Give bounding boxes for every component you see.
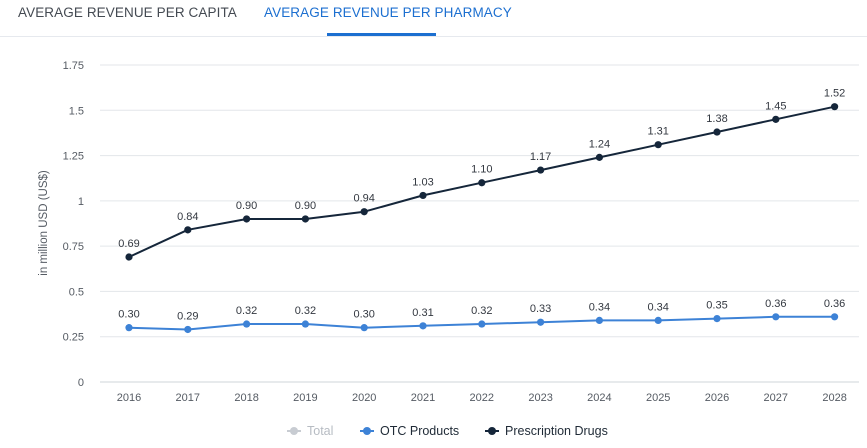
- y-tick-label: 1.5: [69, 105, 84, 117]
- data-label-prescription-drugs: 0.94: [353, 193, 374, 205]
- x-tick-label: 2019: [293, 392, 317, 404]
- x-tick-label: 2020: [352, 392, 376, 404]
- data-label-prescription-drugs: 0.84: [177, 211, 198, 223]
- data-label-prescription-drugs: 1.24: [589, 138, 610, 150]
- data-point-prescription-drugs: [360, 208, 368, 216]
- x-tick-label: 2018: [234, 392, 258, 404]
- y-tick-label: 0: [78, 377, 84, 389]
- data-label-otc-products: 0.35: [706, 300, 727, 312]
- data-label-otc-products: 0.29: [177, 310, 198, 322]
- y-tick-label: 0.75: [63, 241, 84, 253]
- x-tick-label: 2022: [470, 392, 494, 404]
- x-tick-label: 2024: [587, 392, 611, 404]
- data-label-prescription-drugs: 1.31: [647, 126, 668, 138]
- legend-label-prescription-drugs: Prescription Drugs: [505, 424, 608, 438]
- x-tick-label: 2017: [176, 392, 200, 404]
- data-point-prescription-drugs: [184, 226, 192, 234]
- active-tab-indicator: [327, 33, 436, 36]
- x-tick-label: 2026: [705, 392, 729, 404]
- data-label-otc-products: 0.34: [589, 301, 610, 313]
- legend-marker-total: [287, 426, 301, 436]
- y-tick-label: 1.75: [63, 60, 84, 72]
- data-label-prescription-drugs: 1.17: [530, 151, 551, 163]
- data-point-prescription-drugs: [831, 103, 839, 111]
- data-label-prescription-drugs: 0.90: [236, 200, 257, 212]
- legend-item-otc-products[interactable]: OTC Products: [360, 418, 459, 444]
- data-label-otc-products: 0.31: [412, 307, 433, 319]
- x-tick-label: 2027: [764, 392, 788, 404]
- y-axis-title: in million USD (US$): [38, 170, 50, 276]
- legend-label-otc-products: OTC Products: [380, 424, 460, 438]
- data-point-otc-products: [243, 320, 251, 328]
- data-label-prescription-drugs: 0.69: [118, 238, 139, 250]
- x-tick-label: 2028: [822, 392, 846, 404]
- data-label-prescription-drugs: 0.90: [295, 200, 316, 212]
- legend-marker-dot-otc-products: [363, 427, 371, 435]
- data-label-prescription-drugs: 1.38: [706, 113, 727, 125]
- data-point-prescription-drugs: [478, 179, 486, 187]
- y-tick-label: 1: [78, 196, 84, 208]
- data-label-prescription-drugs: 1.10: [471, 164, 492, 176]
- data-point-prescription-drugs: [654, 141, 662, 149]
- tab-bar: AVERAGE REVENUE PER CAPITA AVERAGE REVEN…: [0, 0, 867, 37]
- data-point-otc-products: [595, 316, 604, 325]
- data-label-otc-products: 0.32: [471, 305, 492, 317]
- x-tick-label: 2016: [117, 392, 141, 404]
- data-label-otc-products: 0.33: [530, 303, 551, 315]
- legend-marker-otc-products: [360, 426, 374, 436]
- data-label-prescription-drugs: 1.03: [412, 176, 433, 188]
- data-point-otc-products: [419, 322, 427, 330]
- data-point-prescription-drugs: [419, 191, 427, 200]
- tab-average-revenue-per-capita[interactable]: AVERAGE REVENUE PER CAPITA: [18, 5, 237, 20]
- data-label-otc-products: 0.30: [118, 309, 139, 321]
- data-point-prescription-drugs: [301, 215, 309, 223]
- legend-marker-dot-prescription-drugs: [488, 427, 496, 435]
- legend-marker-dot-total: [290, 427, 298, 435]
- x-tick-label: 2025: [646, 392, 670, 404]
- data-point-otc-products: [772, 313, 780, 321]
- data-label-prescription-drugs: 1.52: [824, 88, 845, 100]
- legend-marker-prescription-drugs: [485, 426, 499, 436]
- data-point-otc-products: [184, 325, 192, 334]
- data-point-otc-products: [654, 316, 662, 325]
- data-label-otc-products: 0.36: [765, 298, 786, 310]
- data-point-otc-products: [360, 324, 368, 332]
- legend-item-prescription-drugs[interactable]: Prescription Drugs: [485, 418, 608, 444]
- data-point-prescription-drugs: [243, 215, 251, 223]
- x-tick-label: 2021: [411, 392, 435, 404]
- data-point-prescription-drugs: [713, 128, 721, 136]
- y-tick-label: 0.5: [69, 286, 84, 298]
- tab-average-revenue-per-pharmacy[interactable]: AVERAGE REVENUE PER PHARMACY: [264, 5, 512, 20]
- data-label-prescription-drugs: 1.45: [765, 100, 786, 112]
- legend-item-total[interactable]: Total: [287, 418, 333, 444]
- y-tick-label: 0.25: [63, 332, 84, 344]
- data-label-otc-products: 0.30: [353, 309, 374, 321]
- data-label-otc-products: 0.32: [236, 305, 257, 317]
- legend-label-total: Total: [307, 424, 334, 438]
- data-point-otc-products: [301, 320, 309, 328]
- data-point-otc-products: [537, 318, 545, 326]
- data-point-otc-products: [713, 315, 721, 323]
- data-point-prescription-drugs: [125, 253, 133, 261]
- data-point-otc-products: [831, 313, 839, 321]
- data-label-otc-products: 0.34: [647, 301, 668, 313]
- chart-legend: Total OTC Products Prescription Drugs: [0, 418, 867, 444]
- x-tick-label: 2023: [528, 392, 552, 404]
- data-label-otc-products: 0.32: [295, 305, 316, 317]
- data-point-prescription-drugs: [537, 166, 545, 174]
- data-point-prescription-drugs: [595, 153, 604, 161]
- data-point-otc-products: [125, 324, 133, 332]
- data-point-prescription-drugs: [772, 115, 780, 123]
- data-point-otc-products: [478, 320, 486, 328]
- data-label-otc-products: 0.36: [824, 298, 845, 310]
- y-tick-label: 1.25: [63, 151, 84, 163]
